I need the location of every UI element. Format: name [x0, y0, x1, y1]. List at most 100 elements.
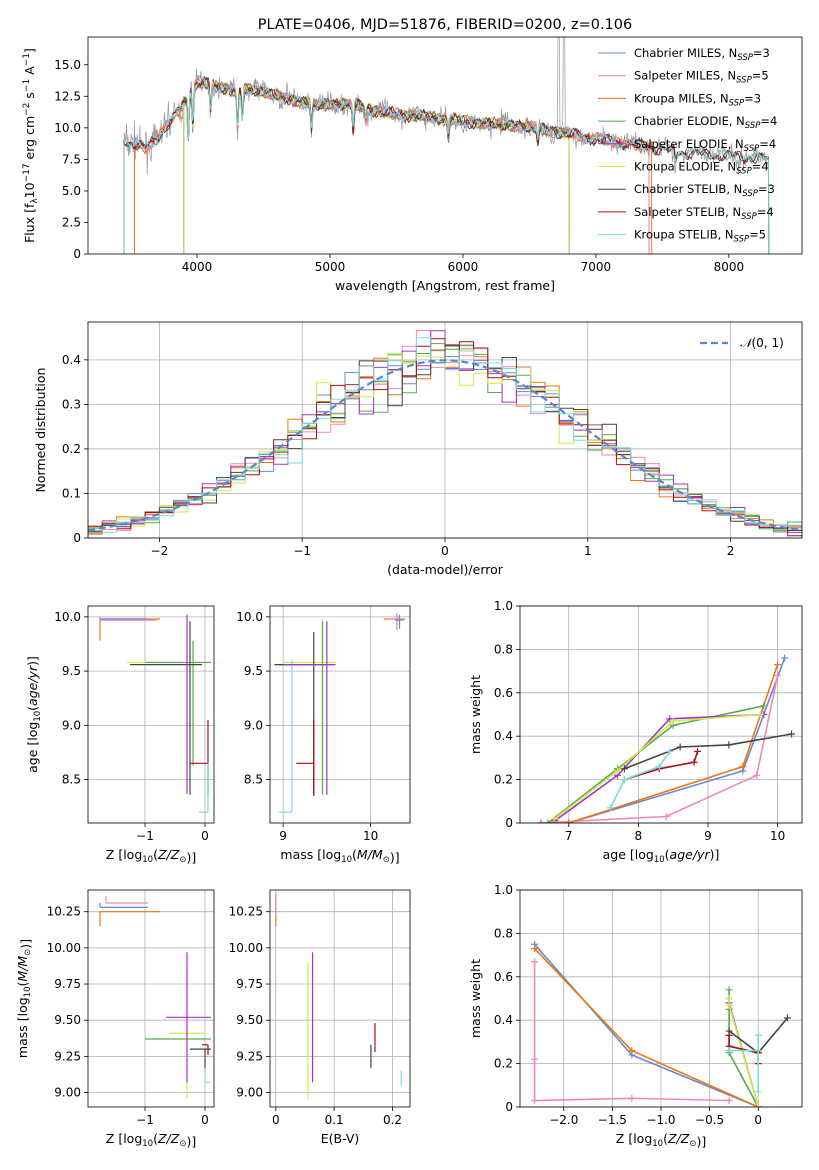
y-tick-label: 9.0	[244, 718, 263, 732]
x-tick-label: 5000	[315, 260, 346, 274]
x-tick-label: 0.2	[383, 1113, 402, 1127]
weight-point-marker	[666, 747, 674, 755]
weight-point-marker	[694, 747, 702, 755]
weight-series-line	[547, 705, 764, 823]
weight-point-marker	[754, 1103, 762, 1107]
x-tick-label: 1	[584, 544, 592, 558]
y-tick-label: 0	[73, 531, 81, 545]
x-axis-label: Z [log10(Z/Z⊙)]	[106, 847, 196, 865]
mass_vs_ebv-plot-area	[275, 892, 402, 1100]
axes-frame	[269, 889, 411, 1108]
legend-entry: Salpeter STELIB, NSSP=4	[634, 205, 774, 222]
y-tick-label: 10.0	[236, 610, 263, 624]
x-tick-label: 9	[279, 829, 287, 843]
y-tick-label: 9.00	[54, 1086, 81, 1100]
histogram-k_stelib	[88, 337, 802, 533]
legend-entry: Chabrier MILES, NSSP=3	[634, 46, 770, 63]
x-tick-label: 6000	[448, 260, 479, 274]
weight-point-marker	[620, 776, 628, 784]
x-tick-label: 4000	[182, 260, 213, 274]
spectrum-axes: 4000 5000 6000 7000 8000 0 2.5 5.0 7.5 10.0 12.5 15…	[22, 17, 803, 293]
x-tick-label: −2.0	[549, 1113, 578, 1127]
weight-point-marker	[531, 958, 539, 966]
axes-frame	[87, 605, 215, 824]
weight-point-marker	[725, 1096, 733, 1104]
x-tick-label: 0	[201, 829, 209, 843]
weight-point-marker	[788, 730, 796, 738]
x-tick-label: 0.1	[325, 1113, 344, 1127]
weight-point-marker	[753, 771, 761, 779]
y-tick-label: 15.0	[54, 58, 81, 72]
y-tick-label: 10.0	[54, 610, 81, 624]
weight-point-marker	[662, 812, 670, 820]
x-tick-label: −1	[136, 1113, 154, 1127]
mass_vs_z-axes: −1 0 9.00 9.25 9.50 9.75 10.00 10.25 Z [log10(Z/…	[15, 889, 215, 1149]
x-tick-label: 0	[201, 1113, 209, 1127]
legend-entry: Salpeter MILES, NSSP=5	[634, 69, 769, 86]
weight-point-marker	[739, 763, 747, 771]
y-tick-label: 10.25	[229, 905, 263, 919]
x-tick-label: 10	[363, 829, 378, 843]
y-tick-label: 0	[73, 247, 81, 261]
y-tick-label: 9.25	[54, 1049, 81, 1063]
y-tick-label: 0	[505, 816, 513, 830]
y-tick-label: 10.25	[47, 905, 81, 919]
y-tick-label: 0.2	[494, 1057, 513, 1071]
y-tick-label: 9.00	[236, 1086, 263, 1100]
y-tick-label: 2.5	[62, 215, 81, 229]
legend-entry: Kroupa STELIB, NSSP=5	[634, 228, 766, 245]
weight-point-marker	[725, 1031, 733, 1039]
weight-series-line	[540, 664, 779, 823]
weight-point-marker	[783, 1014, 791, 1022]
x-tick-label: 7	[565, 829, 573, 843]
y-tick-label: 0	[505, 1100, 513, 1114]
y-tick-label: 0.4	[494, 729, 513, 743]
weight-point-marker	[565, 819, 573, 823]
x-tick-label: 8	[635, 829, 643, 843]
weight_vs_z-axes: −2.0 −1.5 −1.0 −0.5 0 0 0.2 0.4 0.6 0.8 1.0 Z [log1…	[468, 883, 803, 1149]
x-axis-label: Z [log10(Z/Z⊙)]	[616, 1131, 706, 1149]
weight-point-marker	[754, 1088, 762, 1096]
y-tick-label: 1.0	[494, 599, 513, 613]
y-tick-label: 0.4	[62, 353, 81, 367]
age_vs_z-axes: −1 0 8.5 9.0 9.5 10.0 Z [log10(Z/Z⊙)] age [log1…	[25, 605, 215, 865]
mass_vs_ebv-axes: 0 0.1 0.2 9.00 9.25 9.50 9.75 10.00 10.25 E(B-V)	[229, 889, 411, 1146]
x-tick-label: −1.0	[646, 1113, 675, 1127]
weight-series-line	[624, 733, 792, 770]
weight-point-marker	[781, 654, 789, 662]
y-tick-label: 9.50	[54, 1013, 81, 1027]
y-tick-label: 0.2	[494, 773, 513, 787]
weight-point-marker	[669, 717, 677, 725]
x-tick-label: 0	[754, 1113, 762, 1127]
y-tick-label: 8.5	[244, 773, 263, 787]
x-axis-label: wavelength [Angstrom, rest frame]	[335, 278, 555, 293]
weight-point-marker	[531, 1055, 539, 1063]
weight-series-line	[534, 948, 759, 1107]
y-tick-label: 12.5	[54, 89, 81, 103]
y-tick-label: 0.1	[62, 486, 81, 500]
model-spectrum-s_elodie	[183, 77, 570, 254]
y-tick-label: 0.3	[62, 397, 81, 411]
y-tick-label: 0.8	[494, 642, 513, 656]
axes-frame	[87, 889, 215, 1108]
weight-point-marker	[725, 1047, 733, 1055]
weight-point-marker	[628, 1094, 636, 1102]
age_vs_mass-axes: 9 10 8.5 9.0 9.5 10.0 mass [log10(M/M⊙)]	[236, 605, 411, 865]
weight-point-marker	[760, 702, 768, 710]
x-tick-label: 0	[272, 1113, 280, 1127]
y-tick-label: 10.00	[229, 941, 263, 955]
normal-curve-line	[88, 359, 802, 532]
weight-point-marker	[725, 995, 733, 1002]
weight-point-marker	[531, 945, 539, 953]
x-tick-label: 8000	[714, 260, 745, 274]
weight-point-marker	[551, 815, 559, 823]
model-spectrum-k_stelib	[123, 76, 770, 254]
weight-series-line	[624, 751, 699, 781]
y-tick-label: 9.5	[62, 664, 81, 678]
residuals-axes: −2 −1 0 1 2 0 0.1 0.2 0.3 0.4 (data-model)/error No…	[33, 321, 803, 577]
y-tick-label: 9.25	[236, 1049, 263, 1063]
y-tick-label: 10.00	[47, 941, 81, 955]
y-tick-label: 9.75	[236, 977, 263, 991]
y-tick-label: 7.5	[62, 152, 81, 166]
x-tick-label: −0.5	[695, 1113, 724, 1127]
